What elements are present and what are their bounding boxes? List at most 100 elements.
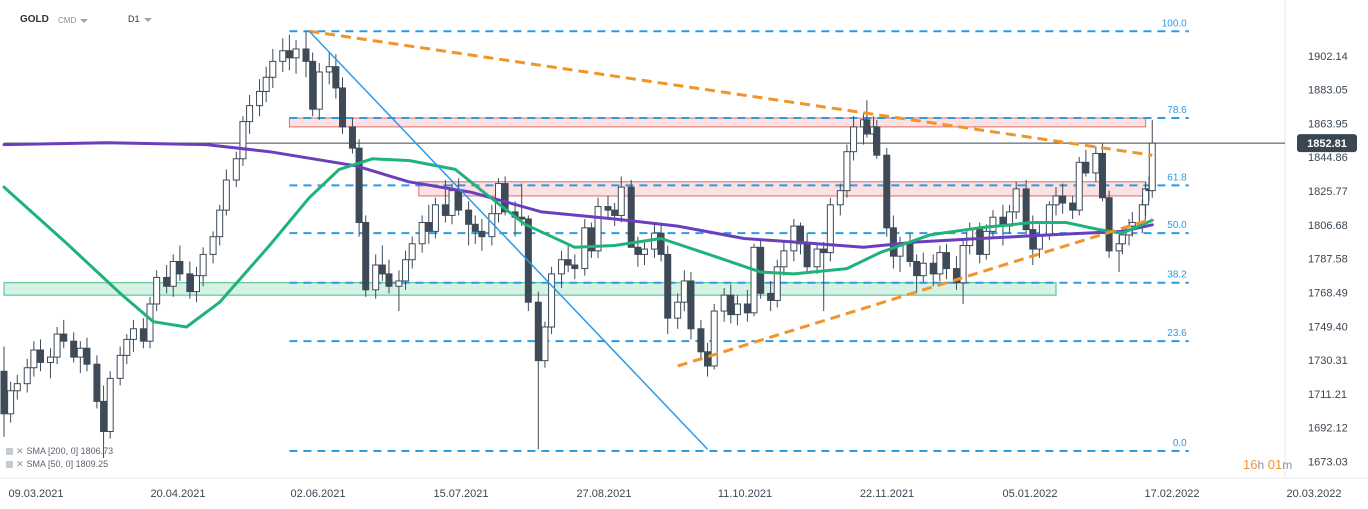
candle-bear (604, 206, 612, 211)
legend-sma200[interactable]: ✕ SMA [200, 0] 1806.73 (6, 446, 113, 457)
candle-bull (720, 294, 728, 312)
candle-bull (936, 252, 944, 275)
y-tick-label: 1730.31 (1308, 355, 1348, 367)
timer-h-unit: h (1257, 458, 1265, 472)
candle-bear (348, 126, 356, 149)
candle-bull (23, 367, 31, 385)
candle-bear (611, 209, 619, 216)
candle-bull (1052, 195, 1060, 206)
candle-bull (292, 48, 300, 59)
candle-bear (952, 268, 960, 284)
candle-bear (1105, 197, 1113, 252)
candle-bull (733, 303, 741, 316)
y-tick-label: 1863.95 (1308, 118, 1348, 130)
candle-bear (93, 363, 101, 402)
x-tick-label: 17.02.2022 (1144, 488, 1199, 500)
candle-bull (989, 216, 997, 232)
candle-bear (727, 294, 735, 316)
x-tick-label: 09.03.2021 (8, 488, 63, 500)
candle-bull (773, 266, 781, 301)
y-tick-label: 1749.40 (1308, 321, 1348, 333)
candle-bear (942, 252, 950, 270)
candle-bear (587, 227, 595, 252)
candle-bull (269, 60, 277, 78)
candle-bull (169, 260, 177, 287)
sma200-line (2, 141, 1154, 249)
candle-bull (548, 273, 556, 328)
candle-bull (674, 301, 682, 319)
legend-sma200-text: SMA [200, 0] 1806.73 (26, 446, 114, 456)
candle-bear (1098, 152, 1106, 199)
legend-sma50[interactable]: ✕ SMA [50, 0] 1809.25 (6, 459, 108, 470)
symbol-label[interactable]: GOLD (20, 14, 49, 25)
candle-bull (680, 280, 688, 303)
candle-bull (641, 248, 648, 255)
candle-bull (325, 66, 333, 73)
candle-countdown: 16h 01m (1243, 457, 1292, 472)
candle-bull (982, 230, 990, 255)
candle-bear (863, 119, 871, 135)
candle-bear (820, 248, 828, 254)
current-price-label: 1852.81 (1307, 138, 1347, 150)
candle-bear (501, 183, 509, 213)
candle-bull (76, 347, 84, 358)
candle-bear (1082, 161, 1090, 174)
candle-bear (355, 147, 363, 224)
candle-bear (1022, 188, 1030, 231)
candle-bull (418, 222, 426, 245)
candle-bear (697, 328, 705, 353)
candle-bull (153, 276, 161, 305)
y-tick-label: 1711.21 (1308, 389, 1347, 401)
close-icon[interactable]: ✕ (16, 459, 24, 469)
candle-bear (627, 186, 635, 248)
candle-bear (309, 60, 317, 110)
candle-bear (186, 273, 194, 293)
candle-bear (302, 48, 310, 62)
fib-label-100.0: 100.0 (1162, 18, 1187, 29)
candle-bull (30, 349, 38, 369)
candle-bull (129, 328, 137, 340)
candle-bull (216, 209, 224, 238)
candle-bear (378, 264, 386, 275)
close-icon[interactable]: ✕ (16, 446, 24, 456)
candle-bear (83, 347, 91, 365)
candle-bear (1069, 202, 1077, 211)
candle-bull (1092, 152, 1100, 174)
timeframe-selector[interactable]: D1 (128, 14, 152, 24)
candle-bull (246, 105, 254, 123)
candle-bear (441, 204, 449, 216)
y-tick-label: 1692.12 (1308, 423, 1348, 435)
candle-bull (53, 333, 61, 358)
sma50-line (2, 157, 1154, 329)
candle-bull (256, 90, 264, 107)
y-tick-label: 1673.03 (1308, 457, 1348, 469)
candle-bull (919, 262, 927, 277)
candle-bear (285, 50, 293, 59)
candle-bull (558, 259, 566, 275)
candle-bear (664, 253, 672, 319)
candle-bull (780, 250, 788, 268)
x-tick-label: 20.04.2021 (150, 488, 205, 500)
candle-bear (100, 400, 108, 432)
legend-sma50-text: SMA [50, 0] 1809.25 (26, 459, 109, 469)
candle-bear (1059, 195, 1067, 204)
candle-bull (116, 354, 124, 379)
candle-bull (1142, 188, 1150, 206)
candle-bear (889, 227, 897, 257)
y-tick-label: 1806.68 (1308, 220, 1348, 232)
trendline-downtrend-blue (308, 30, 709, 450)
timer-minutes: 01 (1267, 457, 1283, 472)
candle-bull (239, 121, 247, 160)
candle-bull (279, 50, 287, 62)
instrument-type-label[interactable]: CMD (58, 16, 89, 25)
candle-bear (534, 301, 542, 362)
fib-label-38.2: 38.2 (1167, 270, 1187, 281)
timeframe-text: D1 (128, 14, 140, 24)
indicator-icon (6, 448, 13, 456)
candle-bear (339, 87, 347, 128)
candle-bull (199, 253, 207, 277)
y-tick-label: 1825.77 (1308, 186, 1348, 198)
candle-bull (232, 158, 240, 181)
candle-bear (976, 229, 984, 255)
